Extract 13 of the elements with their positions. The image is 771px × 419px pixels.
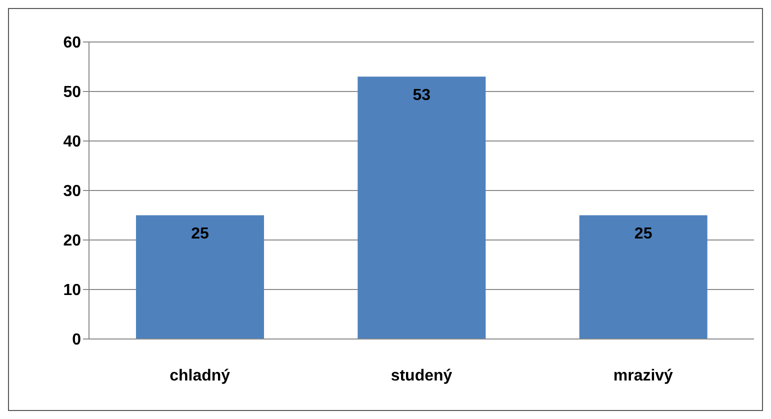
y-tick-label: 20 <box>63 232 82 250</box>
x-tick-label: studený <box>390 367 452 384</box>
y-tick-label: 50 <box>63 84 82 102</box>
x-tick-label: mrazivý <box>613 367 674 384</box>
data-label: 25 <box>191 226 209 243</box>
data-label: 53 <box>412 87 431 104</box>
data-label: 25 <box>634 226 652 243</box>
y-tick-label: 10 <box>63 282 82 300</box>
y-tick-label: 60 <box>63 34 82 52</box>
y-tick-label: 30 <box>63 183 82 200</box>
x-tick-label: chladný <box>170 367 230 384</box>
y-tick-label: 0 <box>72 332 82 349</box>
y-tick-label: 40 <box>63 134 82 151</box>
